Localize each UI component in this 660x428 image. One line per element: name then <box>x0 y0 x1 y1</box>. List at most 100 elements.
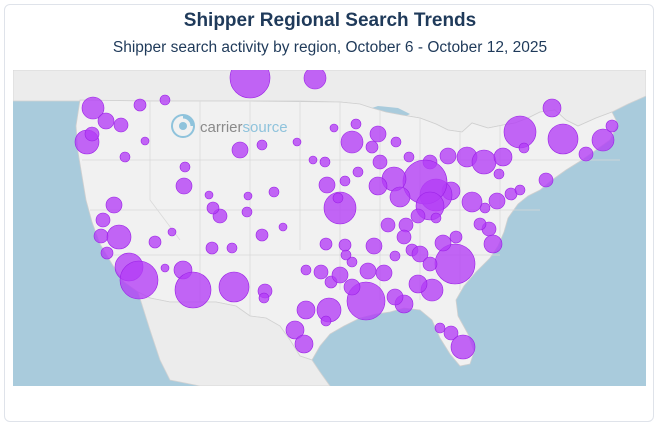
region-bubble[interactable] <box>340 249 352 261</box>
region-bubble[interactable] <box>443 325 459 341</box>
region-bubble[interactable] <box>255 228 269 242</box>
region-bubble[interactable] <box>483 234 503 254</box>
region-bubble[interactable] <box>296 300 316 320</box>
region-bubble[interactable] <box>350 118 362 130</box>
map-container[interactable]: carriersource <box>13 70 646 386</box>
region-bubble[interactable] <box>84 126 100 142</box>
region-bubble[interactable] <box>365 140 379 154</box>
region-bubble[interactable] <box>375 264 393 282</box>
region-bubble[interactable] <box>133 98 147 112</box>
region-bubble[interactable] <box>605 119 619 133</box>
region-bubble[interactable] <box>167 227 177 237</box>
region-bubble[interactable] <box>119 151 131 163</box>
region-bubble[interactable] <box>398 217 414 233</box>
region-bubble[interactable] <box>95 212 111 228</box>
region-bubble[interactable] <box>313 264 329 280</box>
region-bubble[interactable] <box>258 292 270 304</box>
region-bubble[interactable] <box>380 217 396 233</box>
region-bubble[interactable] <box>241 206 253 218</box>
region-bubble[interactable] <box>591 128 615 152</box>
region-bubble[interactable] <box>450 334 476 360</box>
region-bubble[interactable] <box>160 263 170 273</box>
region-bubble[interactable] <box>320 315 332 327</box>
region-bubble[interactable] <box>323 191 357 225</box>
region-bubble[interactable] <box>218 271 250 303</box>
region-bubble[interactable] <box>303 70 327 90</box>
region-bubble[interactable] <box>204 190 214 200</box>
region-bubble[interactable] <box>332 192 344 204</box>
region-bubble[interactable] <box>359 262 377 280</box>
region-bubble[interactable] <box>396 229 412 245</box>
region-bubble[interactable] <box>268 186 280 198</box>
region-bubble[interactable] <box>439 147 457 165</box>
region-bubble[interactable] <box>308 155 318 165</box>
region-bubble[interactable] <box>538 172 554 188</box>
region-bubble[interactable] <box>514 184 526 196</box>
region-bubble[interactable] <box>81 96 105 120</box>
region-bubble[interactable] <box>434 234 452 252</box>
region-bubble[interactable] <box>372 154 388 170</box>
region-bubble[interactable] <box>434 322 446 334</box>
region-bubble[interactable] <box>140 136 150 146</box>
region-bubble[interactable] <box>473 217 487 231</box>
region-bubble[interactable] <box>403 151 415 163</box>
region-bubble[interactable] <box>422 256 438 272</box>
region-bubble[interactable] <box>285 320 305 340</box>
region-bubble[interactable] <box>319 237 333 251</box>
region-bubble[interactable] <box>365 237 383 255</box>
region-bubble[interactable] <box>389 250 401 262</box>
region-bubble[interactable] <box>100 246 114 260</box>
region-bubble[interactable] <box>226 242 238 254</box>
region-bubble[interactable] <box>148 235 162 249</box>
region-bubble[interactable] <box>488 192 506 210</box>
region-bubble[interactable] <box>578 146 594 162</box>
region-bubble[interactable] <box>411 245 429 263</box>
region-bubble[interactable] <box>547 123 579 155</box>
region-bubble[interactable] <box>256 139 268 151</box>
region-bubble[interactable] <box>493 168 505 180</box>
region-bubble[interactable] <box>471 149 497 175</box>
region-bubble[interactable] <box>343 278 361 296</box>
region-bubble[interactable] <box>205 241 219 255</box>
region-bubble[interactable] <box>390 136 402 148</box>
region-bubble[interactable] <box>430 212 442 224</box>
region-bubble[interactable] <box>106 224 132 250</box>
region-bubble[interactable] <box>119 260 159 300</box>
region-bubble[interactable] <box>368 176 388 196</box>
region-bubble[interactable] <box>542 98 562 118</box>
region-bubble[interactable] <box>174 271 212 309</box>
region-bubble[interactable] <box>386 288 404 306</box>
region-bubble[interactable] <box>339 175 351 187</box>
region-bubble[interactable] <box>369 125 387 143</box>
region-bubble[interactable] <box>408 274 428 294</box>
region-bubble[interactable] <box>352 166 364 178</box>
region-bubble[interactable] <box>319 156 331 168</box>
region-bubble[interactable] <box>97 112 115 130</box>
region-bubble[interactable] <box>105 196 123 214</box>
region-bubble[interactable] <box>292 137 302 147</box>
region-bubble[interactable] <box>340 130 364 154</box>
region-bubble[interactable] <box>318 176 336 194</box>
region-bubble[interactable] <box>503 115 537 149</box>
region-bubble[interactable] <box>449 230 463 244</box>
region-bubble[interactable] <box>461 191 483 213</box>
region-bubble[interactable] <box>175 177 193 195</box>
region-bubble[interactable] <box>518 142 530 154</box>
region-bubble[interactable] <box>93 228 109 244</box>
region-bubble[interactable] <box>346 256 358 268</box>
region-bubble[interactable] <box>159 94 171 106</box>
region-bubble[interactable] <box>243 191 253 201</box>
region-bubble[interactable] <box>113 117 129 133</box>
region-bubble[interactable] <box>300 264 312 276</box>
region-bubble[interactable] <box>278 222 288 232</box>
region-bubble[interactable] <box>206 201 220 215</box>
region-bubble[interactable] <box>331 266 349 284</box>
region-bubble[interactable] <box>338 238 352 252</box>
region-bubble[interactable] <box>410 208 426 224</box>
region-bubble[interactable] <box>294 334 314 354</box>
us-map[interactable]: carriersource <box>13 70 646 386</box>
region-bubble[interactable] <box>329 123 339 133</box>
region-bubble[interactable] <box>229 70 271 99</box>
region-bubble[interactable] <box>389 186 411 208</box>
region-bubble[interactable] <box>179 161 191 173</box>
